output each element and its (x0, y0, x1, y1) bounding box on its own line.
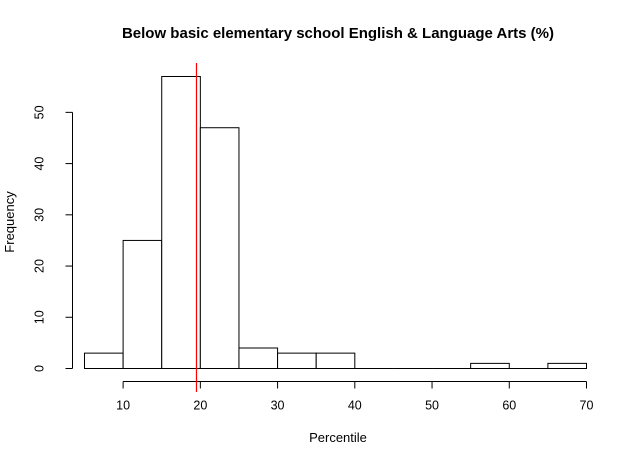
x-tick-label: 60 (502, 399, 516, 413)
bars-group (84, 76, 588, 370)
x-tick-label: 30 (271, 399, 285, 413)
histogram-bar (84, 352, 124, 370)
x-axis-label: Percentile (309, 430, 367, 445)
y-tick-label: 10 (33, 310, 47, 324)
y-tick-label: 0 (33, 365, 47, 372)
y-tick-label: 30 (33, 208, 47, 222)
x-tick-label: 40 (348, 399, 362, 413)
histogram-bar (122, 239, 163, 369)
histogram-bar (199, 127, 240, 369)
x-tick-label: 20 (193, 399, 207, 413)
histogram-bar (161, 76, 201, 369)
y-tick-label: 20 (33, 259, 47, 273)
y-axis: 0 10 20 30 40 50 (33, 105, 73, 372)
x-tick-label: 10 (116, 399, 130, 413)
y-tick-label: 40 (33, 157, 47, 171)
x-axis: 10 20 30 40 50 60 70 (116, 381, 594, 413)
x-tick-label: 70 (580, 399, 594, 413)
x-tick-label: 50 (425, 399, 439, 413)
y-axis-label: Frequency (2, 191, 17, 253)
histogram-bar (547, 362, 588, 370)
histogram-bar (315, 352, 356, 370)
histogram-bar (470, 362, 510, 370)
histogram-bar (238, 347, 279, 369)
chart-title: Below basic elementary school English & … (122, 25, 554, 42)
histogram-bar (277, 352, 317, 370)
y-tick-label: 50 (33, 105, 47, 119)
